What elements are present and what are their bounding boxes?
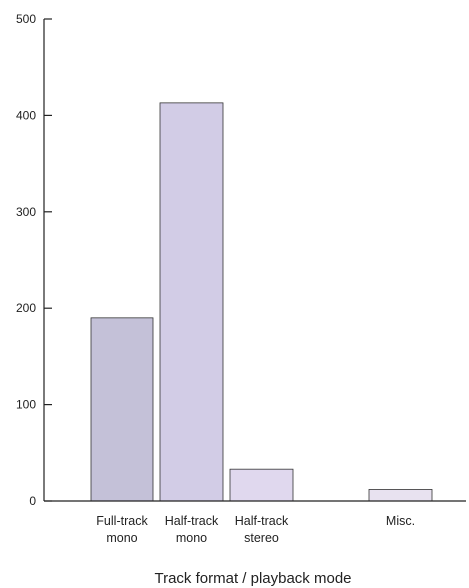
bar [159,102,224,502]
x-axis: Full-track mono Half-track mono Half-track st… [44,500,466,545]
x-tick-label: Half-track mono [165,514,219,545]
y-tick-label: 500 [16,12,36,26]
bar [229,468,294,502]
x-axis-title: Track format / playback mode [154,570,351,587]
x-tick-label: Half-track stereo [235,514,289,545]
x-tick-label: Full-track mono [96,514,148,545]
y-tick-label: 200 [16,301,36,315]
x-tick-label: Misc. [386,514,415,528]
y-tick-label: 300 [16,205,36,219]
y-tick-label: 0 [29,494,36,508]
y-tick-label: 400 [16,108,36,122]
bars [90,102,433,502]
bar [90,317,154,502]
y-axis: 0 100 200 300 400 500 [16,12,52,508]
y-tick-label: 100 [16,398,36,412]
bar [368,489,433,502]
